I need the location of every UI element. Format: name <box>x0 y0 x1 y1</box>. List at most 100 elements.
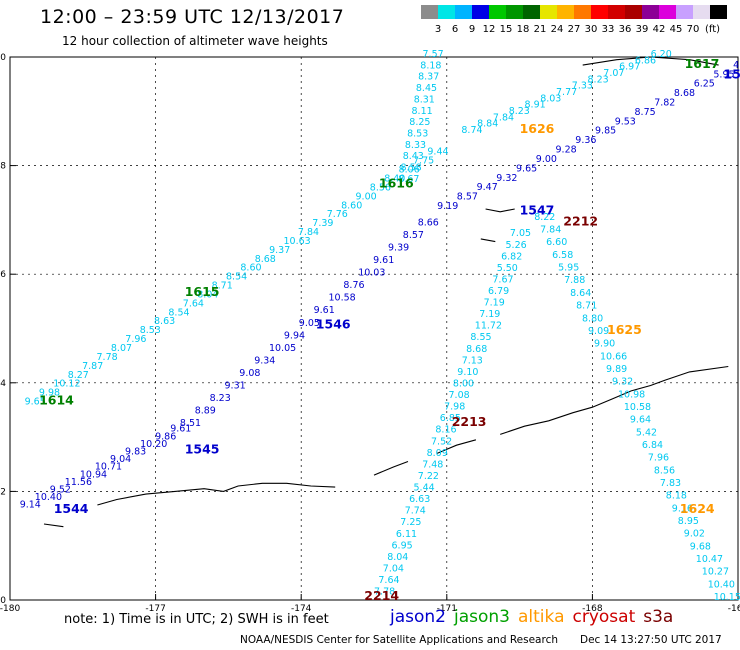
swh-value: 8.06 <box>399 165 420 176</box>
swh-value: 8.67 <box>398 174 419 185</box>
colorbar-label: 15 <box>499 24 513 35</box>
colorbar-label: 18 <box>516 24 530 35</box>
swh-value: 8.89 <box>195 406 216 417</box>
swh-value: 8.23 <box>210 393 231 404</box>
x-tick-label: -180 <box>0 604 20 614</box>
chart-subtitle: 12 hour collection of altimeter wave hei… <box>62 34 328 48</box>
swh-value: 8.45 <box>416 83 437 94</box>
x-tick-label: -165 <box>728 604 740 614</box>
legend-item: cryosat <box>572 607 636 627</box>
swh-value: 8.25 <box>409 117 430 128</box>
swh-value: 10.63 <box>284 236 311 247</box>
swh-value: 5.95 <box>558 263 579 274</box>
swh-value: 6.20 <box>651 49 672 60</box>
swh-value: 10.66 <box>600 351 627 362</box>
swh-value: 10.58 <box>624 402 651 413</box>
swh-value: 7.52 <box>431 436 452 447</box>
swh-value: 9.83 <box>125 447 146 458</box>
swh-value: 8.40 <box>384 174 405 185</box>
swh-value: 6.11 <box>396 529 417 540</box>
colorbar-label: 39 <box>635 24 649 35</box>
swh-value: 9.47 <box>477 182 498 193</box>
swh-value: 9.36 <box>575 135 596 146</box>
swh-value: 6.86 <box>635 55 656 66</box>
swh-value: 7.96 <box>648 453 669 464</box>
x-tick-label: -168 <box>582 604 603 614</box>
swh-value: 10.03 <box>358 268 385 279</box>
swh-value: 9.85 <box>595 126 616 137</box>
swh-value: 8.23 <box>588 74 609 85</box>
swh-value: 7.75 <box>413 156 434 167</box>
coastline-segment <box>97 482 336 506</box>
swh-value: 7.96 <box>125 334 146 345</box>
colorbar-swatch <box>625 5 642 19</box>
swh-value: 9.00 <box>536 154 557 165</box>
swh-value: 6.58 <box>552 250 573 261</box>
colorbar-label: 3 <box>434 24 442 35</box>
swh-value: 8.60 <box>240 263 261 274</box>
pass-number-label: 1624 <box>680 501 715 516</box>
swh-value: 8.51 <box>180 418 201 429</box>
swh-value: 8.74 <box>461 125 482 136</box>
swh-value: 8.16 <box>435 425 456 436</box>
swh-value: 10.40 <box>35 492 62 503</box>
swh-value: 8.58 <box>401 163 422 174</box>
credit-line: NOAA/NESDIS Center for Satellite Applica… <box>240 634 558 646</box>
swh-value: 9.32 <box>612 377 633 388</box>
swh-value: 11.56 <box>65 477 92 488</box>
swh-value: 6.60 <box>546 237 567 248</box>
swh-value: 7.39 <box>312 218 333 229</box>
coastline-segment <box>485 208 515 213</box>
swh-value: 8.04 <box>387 552 408 563</box>
colorbar-swatch <box>438 5 455 19</box>
swh-value: 7.88 <box>564 275 585 286</box>
swh-value: 8.71 <box>576 301 597 312</box>
colorbar-unit: (ft) <box>705 24 721 35</box>
pass-number-label: 1626 <box>520 121 555 136</box>
colorbar-swatch <box>506 5 523 19</box>
swh-value: 6.79 <box>488 286 509 297</box>
swh-value: 6.25 <box>694 79 715 90</box>
swh-value: 9.65 <box>25 397 46 408</box>
swh-value: 8.68 <box>674 88 695 99</box>
swh-value: 6.63 <box>409 494 430 505</box>
swh-value: 8.04 <box>197 290 218 301</box>
colorbar-swatch <box>421 5 438 19</box>
swh-value: 8.71 <box>212 281 233 292</box>
swh-value: 4.31 <box>733 60 740 71</box>
colorbar-label: 33 <box>601 24 615 35</box>
swh-value: 8.31 <box>414 94 435 105</box>
swh-value: 8.09 <box>427 448 448 459</box>
y-tick-label: 56 <box>0 270 6 280</box>
swh-value: 6.95 <box>392 540 413 551</box>
swh-value: 8.84 <box>477 119 498 130</box>
pass-number-label: 1625 <box>607 322 642 337</box>
y-tick-label: 54 <box>0 379 6 389</box>
swh-value: 7.67 <box>492 274 513 285</box>
swh-value: 7.57 <box>423 49 444 60</box>
y-tick-label: 50 <box>0 596 6 606</box>
swh-value: 10.98 <box>618 389 645 400</box>
swh-value: 9.98 <box>39 388 60 399</box>
pass-number-label: 1546 <box>316 317 351 332</box>
colorbar-label: 30 <box>584 24 598 35</box>
swh-value: 7.76 <box>327 209 348 220</box>
swh-value: 8.18 <box>420 60 441 71</box>
generated-timestamp: Dec 14 13:27:50 UTC 2017 <box>580 634 722 646</box>
swh-value: 7.07 <box>603 68 624 79</box>
swh-value: 8.53 <box>140 325 161 336</box>
swh-value: 9.14 <box>20 500 41 511</box>
coastline-segment <box>43 523 64 528</box>
swh-value: 9.90 <box>594 339 615 350</box>
swh-value: 7.22 <box>418 471 439 482</box>
swh-value: 8.80 <box>582 313 603 324</box>
colorbar-swatch <box>676 5 693 19</box>
colorbar-swatch <box>693 5 710 19</box>
swh-value: 5.42 <box>636 427 657 438</box>
swh-value: 9.19 <box>437 201 458 212</box>
swh-value: 9.86 <box>155 431 176 442</box>
swh-value: 10.05 <box>269 343 296 354</box>
swh-value: 10.20 <box>140 439 167 450</box>
axis-tick-labels: -180 -177 -174 -171 -168 -165 50 52 54 56 58 60 <box>0 53 740 614</box>
colorbar-swatch <box>523 5 540 19</box>
